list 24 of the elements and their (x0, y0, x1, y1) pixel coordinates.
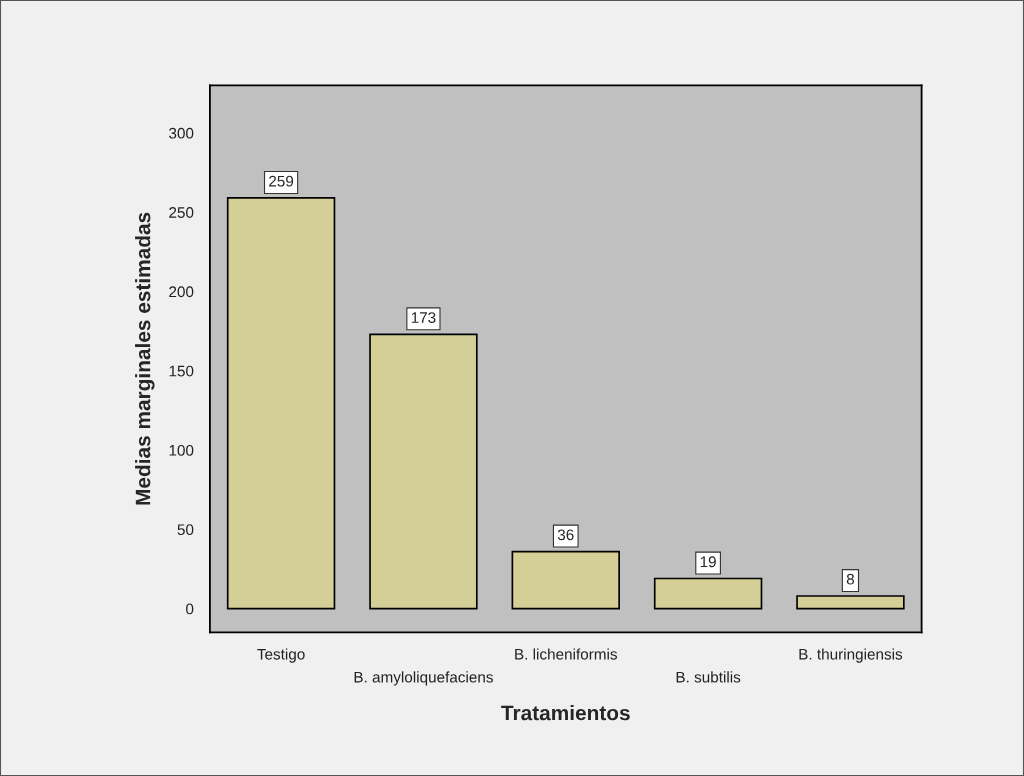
y-tick-label: 300 (169, 127, 194, 139)
y-tick-label: 0 (186, 603, 194, 615)
data-label: 19 (700, 556, 716, 568)
y-tick-label: 100 (169, 444, 194, 456)
x-tick-label: B. amyloliquefaciens (354, 671, 493, 686)
y-tick-label: 50 (177, 524, 194, 536)
bar (369, 333, 478, 610)
y-tick-label: 150 (169, 365, 194, 377)
x-tick-label: B. thuringiensis (799, 648, 903, 663)
data-label: 173 (411, 312, 436, 323)
y-axis-title: Medias marginales estimadas (135, 212, 155, 505)
x-tick-label: Testigo (257, 648, 305, 663)
data-label: 36 (557, 529, 574, 541)
bar (796, 595, 905, 610)
y-tick-label: 250 (169, 207, 194, 218)
data-label: 8 (846, 573, 855, 585)
y-tick-label: 200 (169, 286, 194, 298)
x-tick-label: B. licheniformis (515, 648, 617, 660)
x-tick-label: B. subtilis (676, 671, 741, 683)
bar (226, 197, 336, 610)
x-axis-title: Tratamientos (501, 705, 630, 721)
bar (511, 550, 620, 610)
bar (653, 577, 763, 610)
data-label: 259 (269, 175, 294, 187)
